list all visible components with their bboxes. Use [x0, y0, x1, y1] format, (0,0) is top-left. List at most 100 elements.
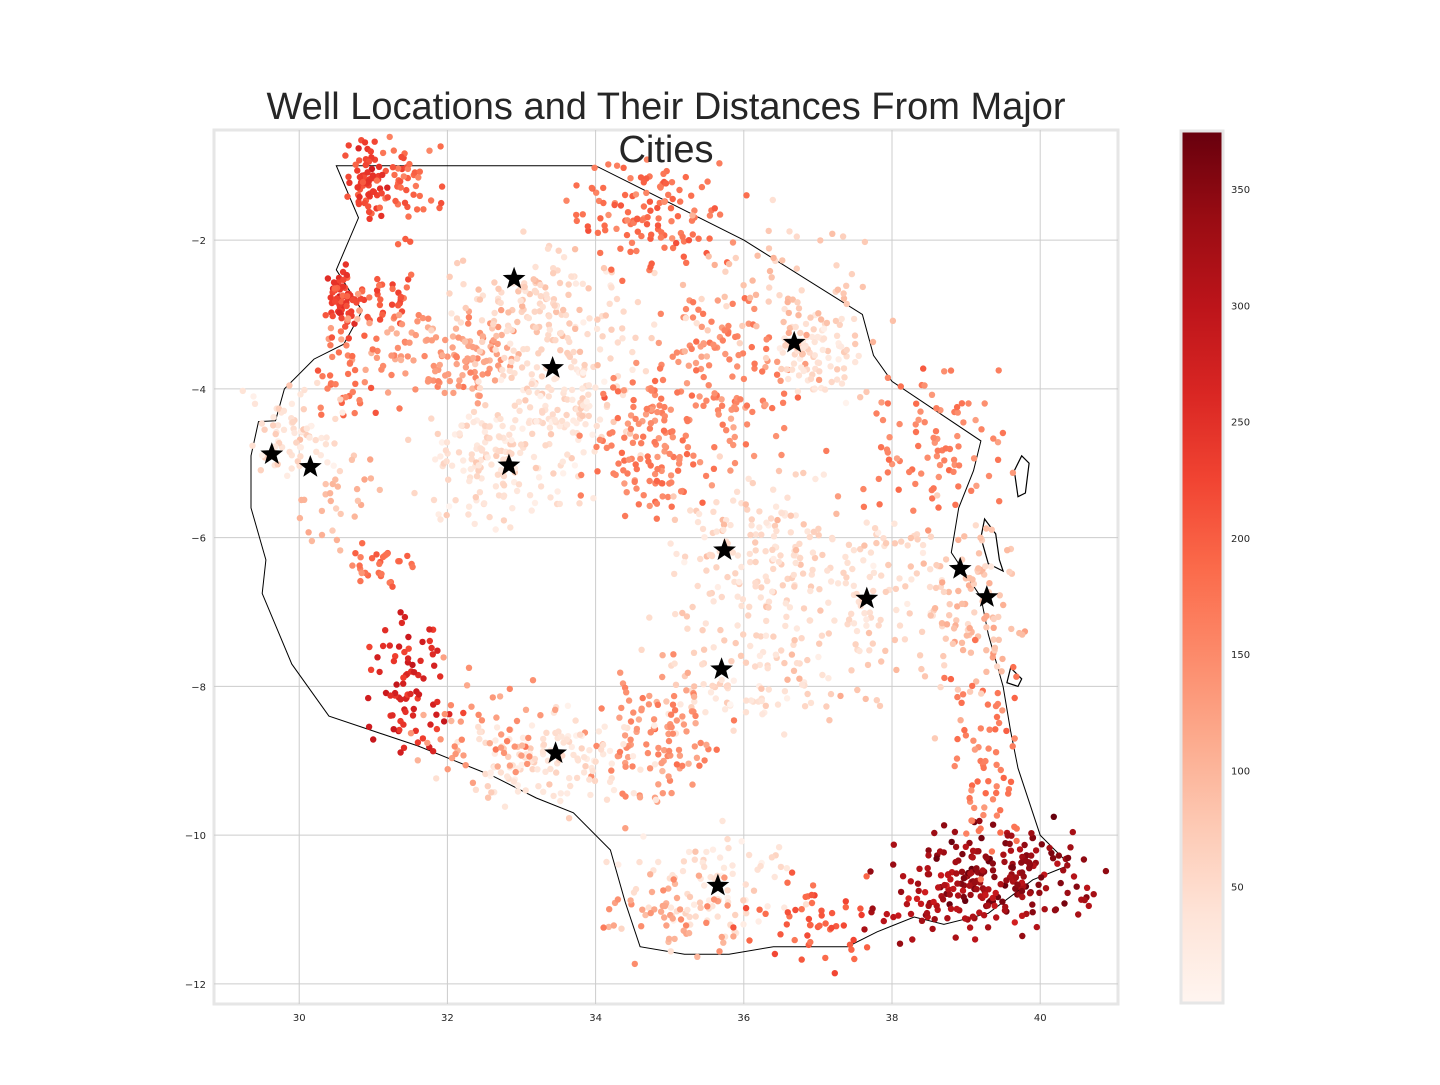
well-point — [753, 323, 760, 330]
well-point — [419, 314, 427, 322]
well-point — [766, 284, 773, 291]
well-point — [861, 610, 868, 617]
well-point — [547, 765, 554, 773]
well-point — [885, 561, 892, 569]
well-point — [322, 312, 329, 319]
well-point — [448, 754, 456, 762]
well-point — [412, 727, 419, 734]
well-point — [620, 164, 627, 171]
well-point — [621, 724, 628, 731]
well-point — [780, 318, 787, 326]
well-point — [1036, 889, 1043, 896]
well-point — [611, 201, 618, 209]
well-point — [952, 843, 960, 851]
well-point — [974, 778, 981, 785]
well-point — [354, 184, 361, 191]
well-point — [400, 721, 407, 728]
well-point — [933, 405, 940, 412]
well-point — [829, 230, 836, 237]
well-point — [648, 231, 655, 238]
well-point — [608, 760, 615, 767]
well-point — [797, 561, 804, 568]
well-point — [640, 492, 647, 499]
well-point — [492, 346, 499, 353]
well-point — [635, 501, 642, 508]
well-point — [863, 388, 870, 396]
well-point — [842, 399, 850, 407]
well-point — [698, 323, 705, 330]
well-point — [789, 296, 796, 303]
well-point — [314, 379, 321, 387]
well-point — [469, 343, 476, 351]
well-point — [660, 170, 667, 177]
well-point — [615, 460, 622, 467]
well-point — [318, 411, 325, 418]
well-point — [731, 459, 739, 467]
well-point — [317, 404, 324, 411]
well-point — [512, 768, 519, 776]
well-point — [1009, 743, 1016, 750]
well-point — [710, 508, 717, 515]
well-point — [672, 610, 679, 618]
well-point — [769, 196, 776, 204]
well-point — [657, 184, 664, 191]
well-point — [280, 407, 288, 414]
well-point — [714, 913, 721, 920]
well-point — [339, 283, 347, 290]
well-point — [815, 653, 822, 661]
well-point — [397, 749, 404, 756]
well-point — [655, 751, 662, 758]
well-point — [805, 915, 813, 923]
well-point — [673, 349, 681, 356]
well-point — [979, 867, 986, 874]
well-point — [404, 552, 411, 560]
well-point — [437, 516, 444, 523]
well-point — [397, 184, 404, 191]
well-point — [294, 458, 301, 465]
well-point — [1102, 867, 1110, 875]
well-point — [719, 337, 726, 344]
well-point — [716, 453, 723, 460]
well-point — [987, 563, 995, 570]
well-point — [500, 493, 507, 500]
well-point — [840, 290, 847, 297]
well-point — [717, 626, 724, 634]
well-point — [825, 599, 832, 606]
well-point — [498, 731, 505, 738]
well-point — [1033, 923, 1041, 931]
well-point — [953, 870, 960, 877]
well-point — [850, 936, 857, 944]
well-point — [772, 651, 780, 658]
well-point — [723, 427, 730, 434]
well-point — [288, 465, 295, 472]
well-point — [985, 472, 993, 480]
well-point — [414, 739, 422, 746]
well-point — [724, 902, 731, 909]
well-point — [890, 841, 897, 848]
well-point — [258, 420, 266, 427]
well-point — [497, 299, 504, 307]
well-point — [596, 436, 604, 443]
well-point — [669, 915, 676, 922]
well-point — [718, 676, 725, 684]
well-point — [774, 701, 782, 708]
well-point — [643, 189, 650, 197]
well-point — [550, 792, 557, 800]
city-star — [782, 330, 806, 353]
well-point — [427, 721, 434, 728]
well-point — [1051, 907, 1059, 914]
well-point — [759, 368, 766, 375]
well-point — [731, 578, 738, 586]
well-point — [713, 746, 720, 753]
well-point — [683, 728, 690, 735]
well-point — [897, 383, 904, 390]
well-point — [617, 669, 624, 676]
well-point — [388, 352, 395, 359]
well-point — [411, 489, 418, 497]
well-point — [433, 725, 441, 733]
well-point — [958, 400, 966, 407]
well-point — [558, 733, 565, 740]
well-point — [475, 711, 482, 718]
well-point — [981, 400, 988, 407]
well-point — [694, 953, 701, 960]
